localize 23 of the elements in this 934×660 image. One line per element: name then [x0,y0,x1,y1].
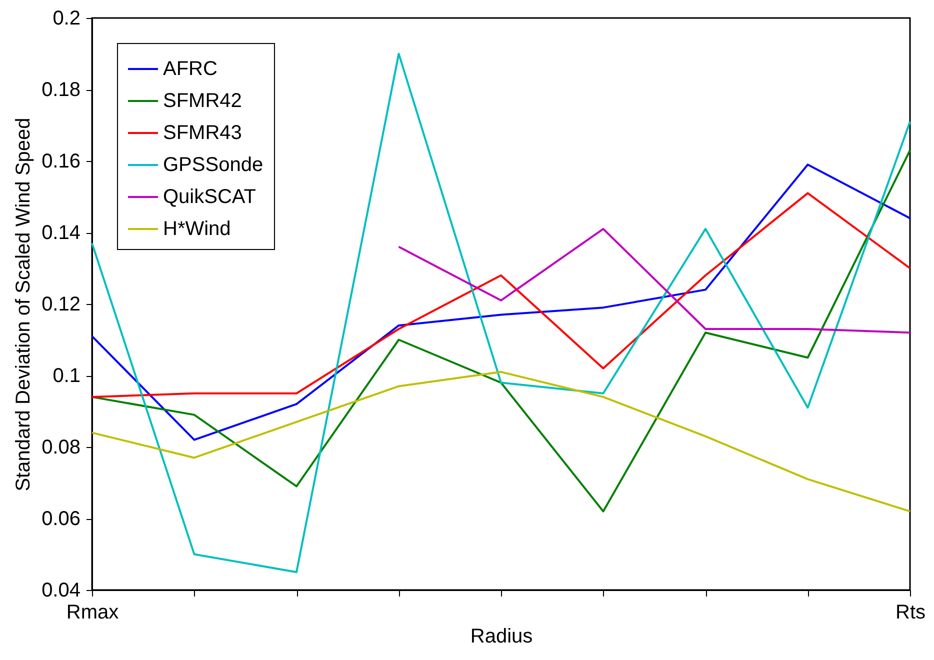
y-axis-title: Standard Deviation of Scaled Wind Speed [12,118,35,492]
y-tick-label: 0.04 [42,580,80,602]
legend-label: H*Wind [163,218,231,240]
line-series [91,149,911,512]
y-tick-label: 0.1 [52,365,80,387]
x-tick-label: Rts [896,602,926,624]
y-tick-label: 0.06 [42,508,80,530]
line-series [91,370,911,512]
legend-label: SFMR43 [163,122,242,144]
x-tick-label: Rmax [66,602,119,624]
x-axis-title: Radius [470,626,533,648]
y-tick-label: 0.18 [42,79,80,101]
y-tick-label: 0.12 [42,294,80,316]
y-tick-label: 0.2 [52,8,80,30]
legend-label: AFRC [163,58,218,80]
y-tick-label: 0.08 [42,436,80,458]
legend-label: QuikSCAT [163,186,256,208]
line-series [91,52,911,574]
y-tick-label: 0.16 [42,150,80,172]
y-tick-label: 0.14 [42,222,80,244]
line-series [398,228,911,334]
legend-label: GPSSonde [163,154,264,176]
legend-label: SFMR42 [163,90,242,112]
